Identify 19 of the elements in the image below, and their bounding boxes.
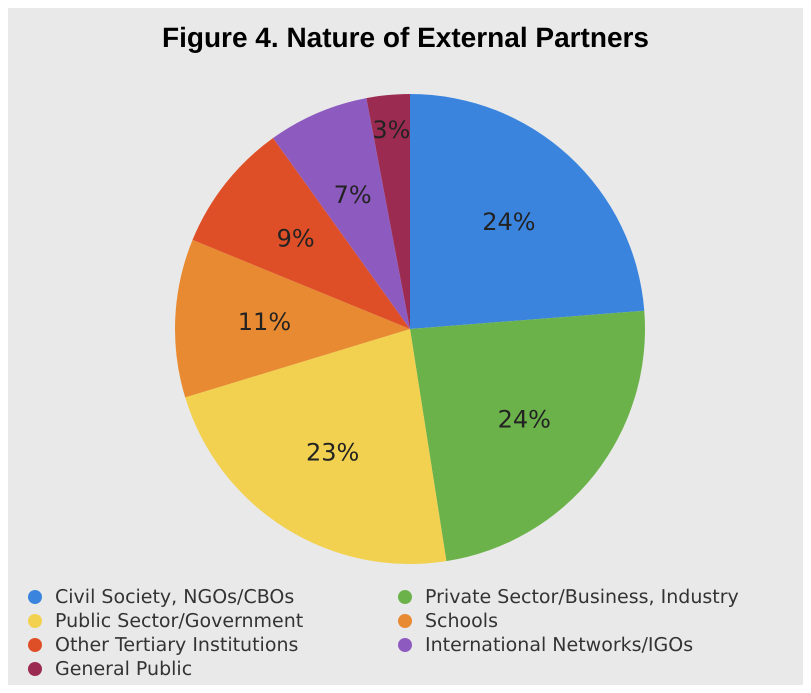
data-label: 9% — [276, 224, 315, 253]
legend-label: International Networks/IGOs — [425, 634, 694, 656]
pie-slice — [192, 138, 410, 329]
legend-label: General Public — [55, 658, 192, 680]
data-label: 23% — [306, 438, 360, 466]
pie-slice — [410, 310, 645, 562]
pie-slice — [410, 94, 644, 329]
legend-label: Public Sector/Government — [55, 610, 304, 632]
data-label: 7% — [334, 181, 372, 210]
data-label: 3% — [372, 116, 410, 144]
data-label: 24% — [498, 405, 551, 434]
data-label: 24% — [482, 208, 536, 236]
chart-title: Figure 4. Nature of External Partners — [160, 21, 650, 55]
legend-label: Other Tertiary Institutions — [55, 634, 298, 656]
pie-slice — [185, 329, 446, 564]
legend-label: Private Sector/Business, Industry — [425, 586, 739, 608]
legend-label: Civil Society, NGOs/CBOs — [55, 586, 294, 608]
legend-label: Schools — [425, 610, 498, 632]
data-label: 11% — [238, 308, 292, 336]
